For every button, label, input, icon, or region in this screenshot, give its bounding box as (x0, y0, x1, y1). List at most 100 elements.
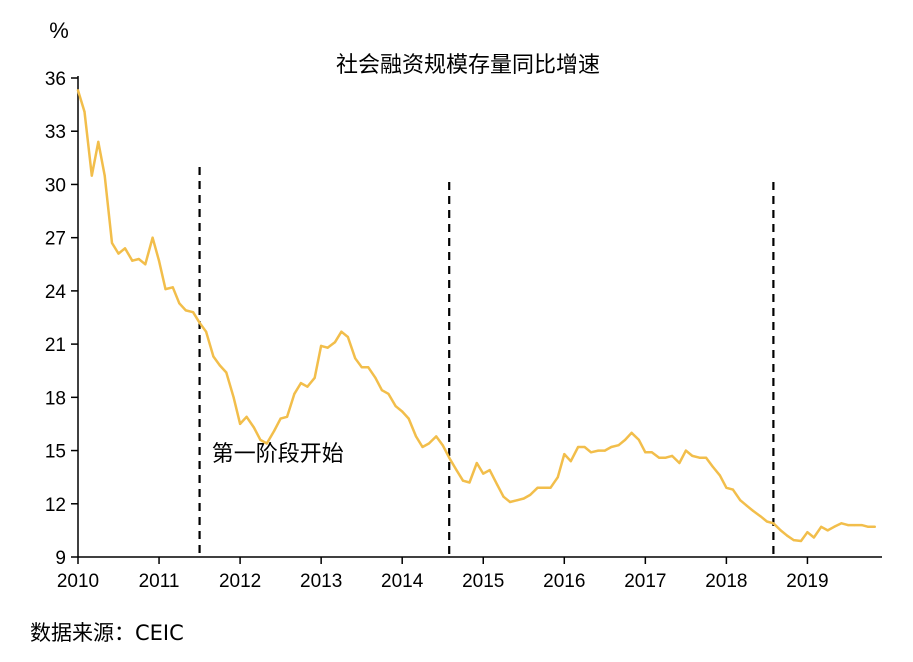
data-point (83, 110, 86, 113)
data-point (610, 445, 613, 449)
data-point (198, 321, 201, 324)
data-point (394, 405, 397, 408)
data-point (792, 539, 795, 542)
data-point (684, 449, 688, 452)
data-point (164, 288, 167, 291)
y-axis-unit: % (49, 18, 69, 43)
data-point (340, 330, 343, 333)
data-point (529, 493, 532, 496)
data-point (583, 445, 586, 449)
data-point (542, 486, 546, 489)
data-point (617, 444, 620, 447)
data-point (711, 465, 714, 468)
data-point (333, 341, 336, 344)
data-point (293, 392, 296, 395)
data-point (178, 302, 181, 305)
data-point (218, 364, 221, 367)
y-tick-label: 18 (45, 388, 66, 409)
data-point (299, 382, 302, 385)
data-point (549, 486, 552, 489)
data-point (731, 488, 735, 491)
data-point (184, 309, 187, 312)
data-point (273, 429, 276, 433)
data-point (779, 529, 782, 532)
data-point (313, 376, 316, 379)
x-tick-label: 2016 (543, 571, 585, 592)
data-point (556, 476, 559, 479)
x-tick-label: 2013 (300, 571, 342, 592)
data-point (826, 529, 829, 532)
data-point (374, 376, 377, 379)
data-point (833, 525, 836, 528)
data-point (137, 257, 140, 261)
data-point (144, 263, 147, 266)
x-tick-label: 2010 (57, 571, 99, 592)
data-point (650, 451, 653, 454)
data-point (367, 366, 370, 369)
data-point (658, 456, 661, 459)
data-point (192, 311, 195, 314)
data-point (435, 435, 438, 438)
data-point (637, 438, 641, 441)
y-tick-label: 33 (45, 122, 66, 143)
data-point (320, 344, 323, 347)
data-point (441, 444, 444, 447)
data-point (455, 469, 458, 472)
x-tick-label: 2014 (381, 571, 424, 592)
data-point (76, 89, 80, 92)
data-point (245, 415, 248, 418)
data-point (577, 445, 580, 449)
data-point (508, 500, 512, 504)
data-point (354, 357, 357, 360)
data-point (671, 454, 674, 457)
data-point (360, 366, 363, 369)
data-point (346, 335, 349, 339)
data-point (401, 410, 404, 413)
data-point (205, 330, 208, 333)
data-point (407, 417, 410, 420)
y-tick-label: 15 (45, 442, 66, 463)
data-point (123, 247, 127, 250)
data-point (90, 174, 93, 177)
data-point (171, 286, 174, 289)
data-point (624, 438, 627, 441)
data-point (840, 522, 843, 525)
y-tick-label: 27 (45, 229, 66, 250)
data-point (745, 504, 748, 507)
data-point (103, 174, 106, 177)
data-point (603, 449, 606, 452)
data-point (232, 396, 235, 399)
data-point (860, 524, 863, 527)
data-point (820, 525, 823, 528)
data-point (698, 456, 701, 459)
data-point (644, 451, 647, 454)
data-point (488, 469, 491, 472)
x-tick-label: 2019 (786, 571, 828, 592)
data-point (853, 524, 856, 527)
data-point (110, 241, 114, 245)
data-point (286, 415, 289, 418)
data-point (765, 520, 769, 523)
data-point (252, 426, 255, 429)
data-point (259, 438, 262, 441)
data-point (461, 479, 465, 482)
data-point (705, 456, 708, 459)
source-note: 数据来源：CEIC (30, 621, 184, 645)
data-point (421, 445, 424, 449)
data-point (678, 461, 681, 465)
phase-annotation: 第一阶段开始 (212, 442, 344, 467)
y-tick-label: 36 (45, 69, 66, 90)
data-point (326, 346, 329, 349)
data-point (97, 140, 100, 143)
data-point (873, 525, 876, 528)
data-point (867, 525, 870, 528)
data-point (725, 486, 728, 489)
data-point (475, 461, 478, 465)
y-tick-label: 24 (45, 282, 67, 303)
data-point (597, 449, 600, 452)
data-point (279, 417, 282, 420)
x-tick-label: 2018 (705, 571, 747, 592)
data-point (563, 453, 566, 456)
data-point (846, 524, 850, 527)
